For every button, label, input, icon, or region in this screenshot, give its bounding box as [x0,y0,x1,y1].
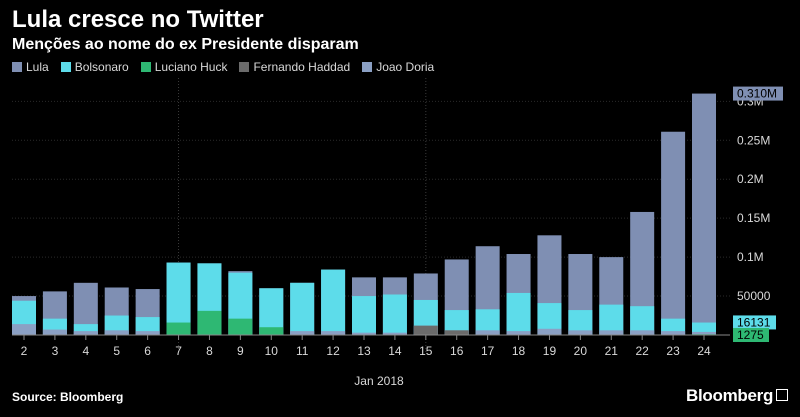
bar-joao-doria [321,331,346,335]
bar-lula [692,93,716,335]
bar-joao-doria [692,331,716,335]
legend-item: Luciano Huck [140,60,228,74]
bar-joao-doria [42,329,67,335]
bar-bolsonaro [506,292,531,335]
bar-joao-doria [537,328,562,335]
bar-bolsonaro [73,324,98,335]
bar-bolsonaro [321,269,346,335]
y-tick-label: 50000 [737,289,771,303]
bar-luciano-huck [228,318,253,335]
bar-joao-doria [104,330,129,335]
x-tick-label: 5 [113,344,120,358]
bar-bolsonaro [661,318,686,335]
x-tick-label: 22 [636,344,650,358]
bar-bolsonaro [599,304,624,335]
x-tick-label: 20 [574,344,588,358]
bar-joao-doria [135,331,160,335]
legend-item: Joao Doria [362,60,434,74]
x-tick-label: 19 [543,344,557,358]
bar-joao-doria [382,332,407,335]
bar-joao-doria [73,331,98,335]
x-tick-label: 14 [388,344,402,358]
bar-fernando-haddad [413,325,438,335]
y-tick-label: 0.15M [737,211,770,225]
chart-title: Lula cresce no Twitter [12,6,264,33]
source-note: Source: Bloomberg [12,390,124,404]
bloomberg-terminal-icon [776,388,789,401]
legend: Lula Bolsonaro Luciano Huck Fernando Haddad… [12,59,446,75]
x-tick-label: 24 [697,344,711,358]
legend-swatch [362,62,373,72]
x-tick-label: 16 [450,344,464,358]
x-tick-label: 12 [326,344,340,358]
x-tick-label: 18 [512,344,526,358]
x-tick-label: 9 [237,344,244,358]
legend-swatch [12,62,22,72]
bar-fernando-haddad [444,330,469,335]
bar-joao-doria [661,331,686,335]
bar-bolsonaro [104,315,129,335]
y-tick-label: 0.2M [737,172,764,186]
legend-label: Lula [26,60,49,74]
x-tick-label: 23 [666,344,680,358]
x-tick-label: 2 [21,344,28,358]
legend-swatch [60,62,71,72]
bar-bolsonaro [630,306,655,335]
x-tick-label: 11 [296,344,309,358]
x-tick-label: 7 [175,344,182,358]
legend-label: Luciano Huck [154,60,228,74]
bar-bolsonaro [382,294,407,335]
bar-joao-doria [568,330,593,335]
legend-item: Bolsonaro [60,60,129,74]
bar-lula [661,131,686,335]
legend-swatch [239,62,250,72]
legend-label: Bolsonaro [74,60,129,74]
bar-joao-doria [630,330,655,335]
bar-bolsonaro [135,317,160,335]
last-value-label: 16131 [737,315,771,329]
legend-label: Fernando Haddad [253,60,351,74]
last-value-tag [733,86,783,101]
x-tick-label: 4 [82,344,89,358]
x-tick-label: 6 [144,344,151,358]
x-tick-label: 3 [52,344,59,358]
bar-joao-doria [12,324,36,335]
bar-joao-doria [290,331,315,335]
bar-joao-doria [599,330,624,335]
x-tick-label: 8 [206,344,213,358]
x-tick-label: 13 [357,344,371,358]
bar-luciano-huck [166,322,191,335]
bar-luciano-huck [259,327,284,335]
bar-luciano-huck [197,310,222,335]
bar-joao-doria [475,330,500,335]
x-axis-label: Jan 2018 [354,374,404,388]
brand-logo: Bloomberg [686,386,789,406]
legend-swatch [140,62,151,72]
last-value-tag [733,315,776,330]
bar-bolsonaro [352,296,376,335]
x-tick-label: 17 [481,344,495,358]
x-tick-label: 21 [605,344,619,358]
bar-bolsonaro [290,282,315,335]
x-tick-label: 10 [265,344,279,358]
legend-label: Joao Doria [376,60,435,74]
last-value-label: 1275 [737,328,764,342]
x-tick-label: 15 [419,344,433,358]
legend-item: Fernando Haddad [239,60,350,74]
y-tick-label: 0.25M [737,133,770,147]
y-tick-label: 0.1M [737,250,764,264]
chart-subtitle: Menções ao nome do ex Presidente dispara… [12,36,359,53]
last-value-label: 0.310M [737,87,777,101]
brand-name: Bloomberg [686,386,774,405]
legend-item: Lula [12,60,49,74]
bar-joao-doria [352,332,376,335]
bar-joao-doria [506,331,531,335]
last-value-tag [733,328,769,342]
